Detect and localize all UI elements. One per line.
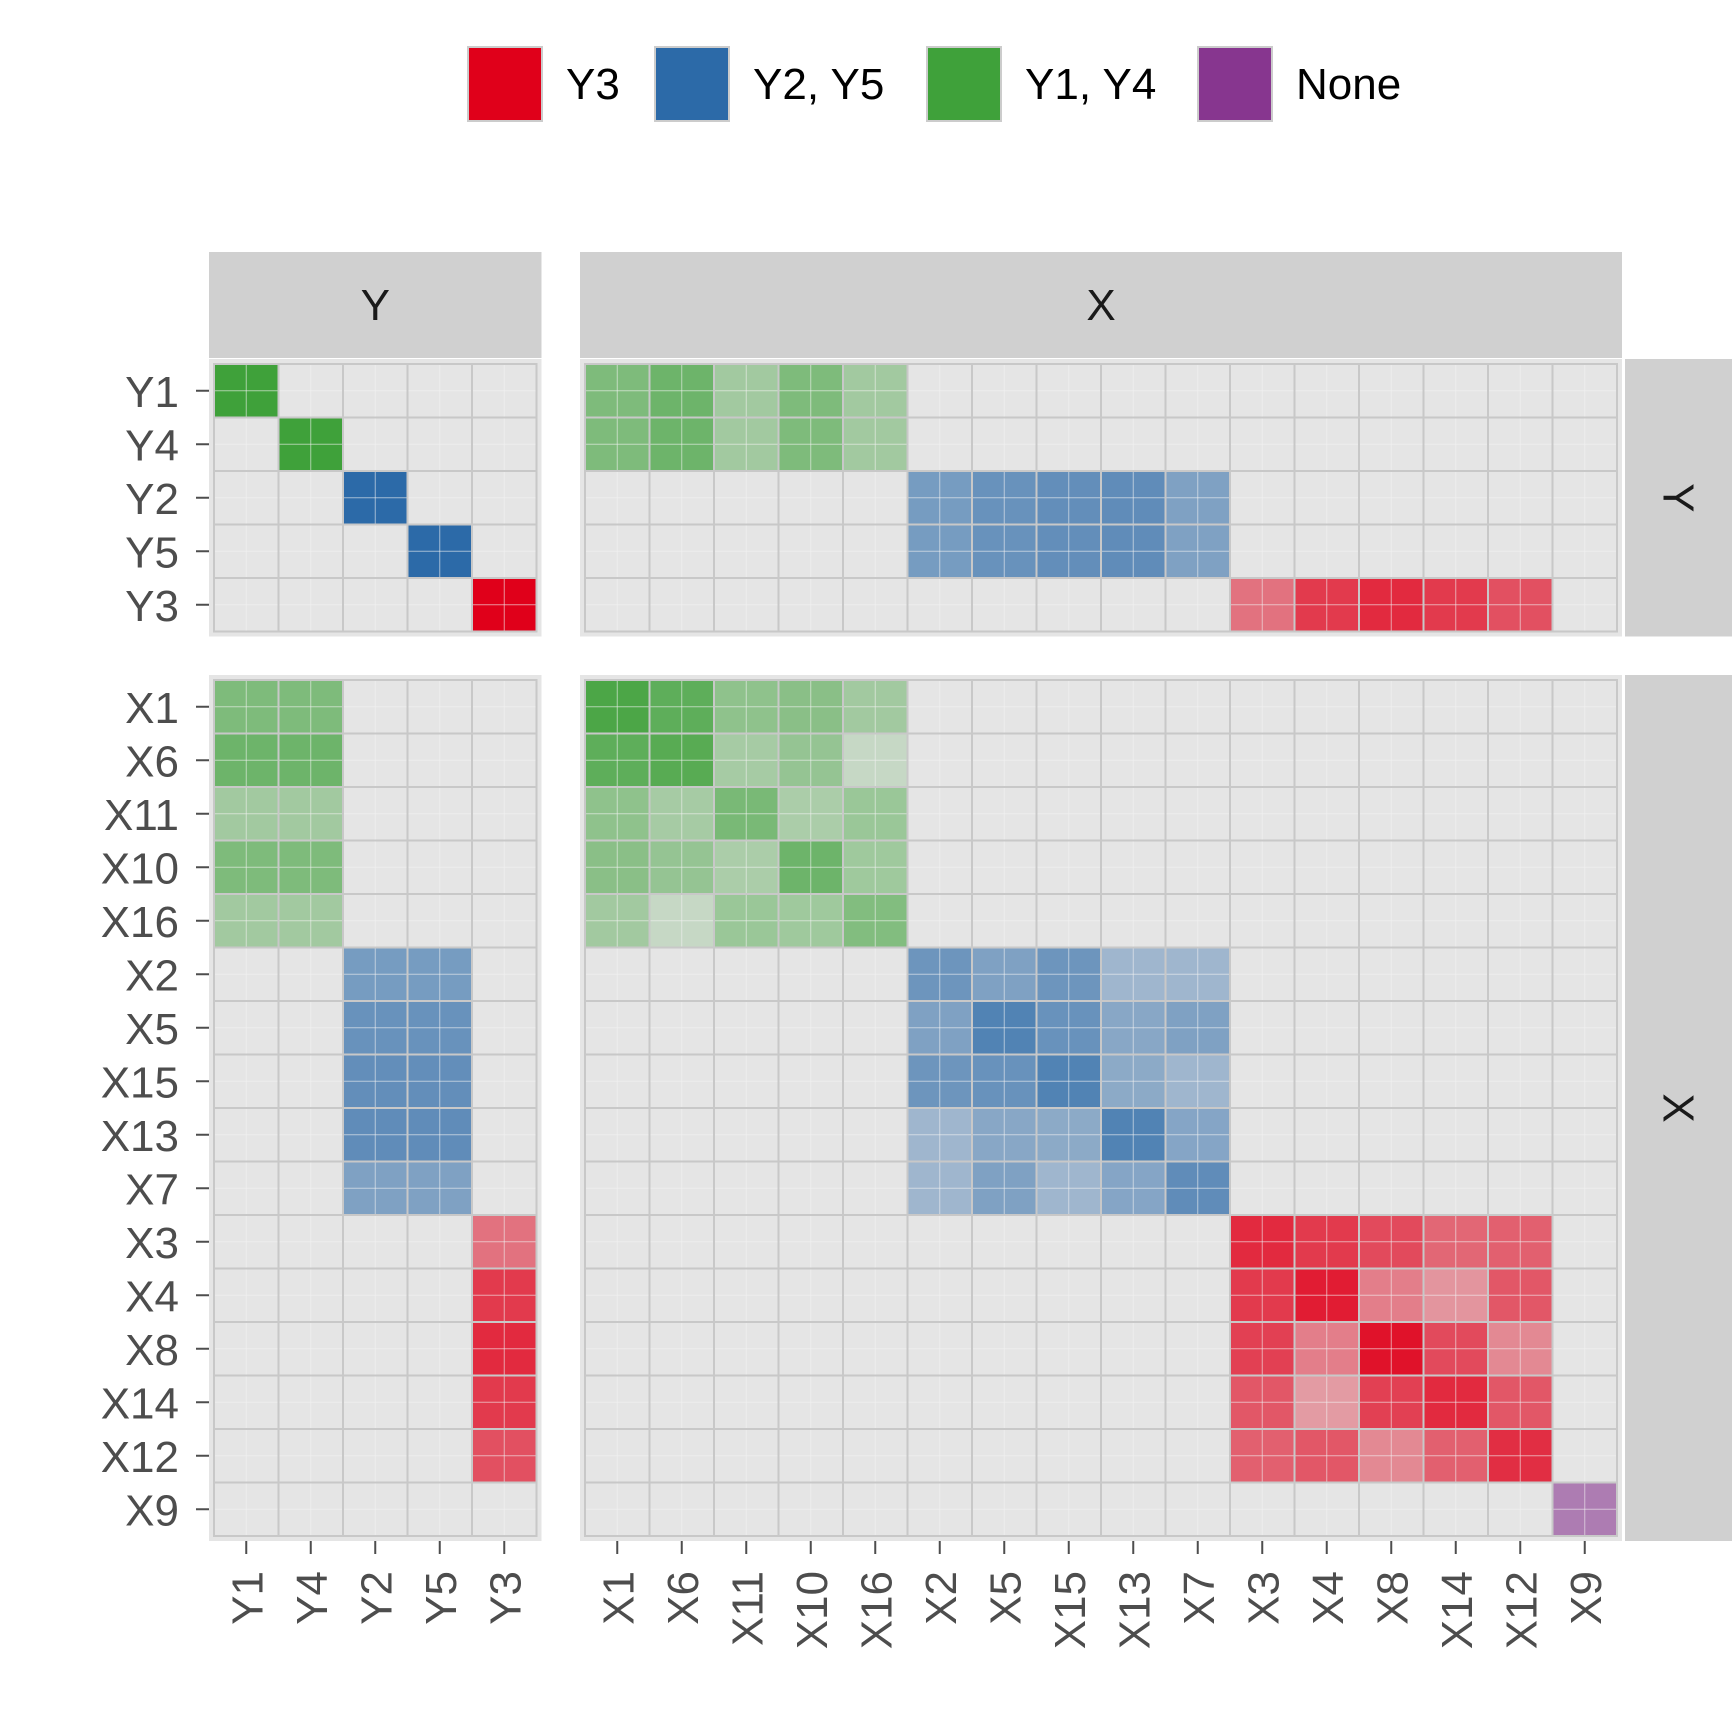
y-tick-label-y4: Y4 <box>125 421 179 470</box>
x-tick-label-x12: X12 <box>1497 1571 1546 1649</box>
heatmap-panels <box>209 359 1622 1541</box>
legend-key-y1-y4 <box>926 46 1002 122</box>
x-tick-label-x13: X13 <box>1110 1571 1159 1649</box>
x-tick-label-x14: X14 <box>1433 1571 1482 1649</box>
axes: Y1Y4Y2Y5Y3X1X6X11X10X16X2X5X15X13X7X3X4X… <box>101 368 1611 1650</box>
row-strip-label-x: X <box>1654 1093 1703 1122</box>
x-tick-label-x5: X5 <box>981 1571 1030 1625</box>
y-tick-label-x12: X12 <box>101 1433 179 1482</box>
cell-border <box>471 1481 538 1537</box>
x-tick-label-x1: X1 <box>594 1571 643 1625</box>
y-tick-label-x5: X5 <box>125 1005 179 1054</box>
legend-label-y3: Y3 <box>566 60 620 109</box>
panel-x-x <box>580 675 1622 1541</box>
panel-y-x <box>580 359 1622 637</box>
y-tick-label-y1: Y1 <box>125 368 179 417</box>
y-tick-label-y2: Y2 <box>125 475 179 524</box>
legend-label-y1-y4: Y1, Y4 <box>1025 60 1156 109</box>
row-strip-label-y: Y <box>1654 483 1703 512</box>
x-tick-label-y3: Y3 <box>481 1571 530 1625</box>
facet-strips: Y X Y X <box>209 252 1732 1541</box>
x-tick-label-y2: Y2 <box>352 1571 401 1625</box>
x-tick-label-x15: X15 <box>1046 1571 1095 1649</box>
row-strip-x <box>1625 675 1732 1541</box>
x-tick-label-y1: Y1 <box>223 1571 272 1625</box>
cell-border <box>1551 1481 1618 1537</box>
y-tick-label-x7: X7 <box>125 1165 179 1214</box>
y-tick-label-y5: Y5 <box>125 528 179 577</box>
x-tick-label-x9: X9 <box>1562 1571 1611 1625</box>
legend-label-none: None <box>1296 60 1401 109</box>
x-tick-label-y4: Y4 <box>288 1571 337 1625</box>
x-tick-label-x8: X8 <box>1368 1571 1417 1625</box>
x-tick-label-x6: X6 <box>659 1571 708 1625</box>
legend: Y3 Y2, Y5 Y1, Y4 None <box>467 46 1401 122</box>
x-tick-label-x10: X10 <box>788 1571 837 1649</box>
x-tick-label-x7: X7 <box>1175 1571 1224 1625</box>
legend-key-y2-y5 <box>654 46 730 122</box>
y-tick-label-x10: X10 <box>101 844 179 893</box>
cell-border <box>471 577 538 633</box>
x-tick-label-x4: X4 <box>1304 1571 1353 1625</box>
y-tick-label-x4: X4 <box>125 1272 179 1321</box>
x-tick-label-x3: X3 <box>1239 1571 1288 1625</box>
legend-label-y2-y5: Y2, Y5 <box>753 60 884 109</box>
x-tick-label-x16: X16 <box>852 1571 901 1649</box>
column-strip-y <box>209 252 542 358</box>
y-tick-label-x15: X15 <box>101 1058 179 1107</box>
y-tick-label-x1: X1 <box>125 684 179 733</box>
y-tick-label-x11: X11 <box>104 791 179 840</box>
y-tick-label-x14: X14 <box>101 1379 179 1428</box>
y-tick-label-x8: X8 <box>125 1326 179 1375</box>
legend-key-none <box>1197 46 1273 122</box>
cell-border <box>1551 577 1618 633</box>
legend-key-y3 <box>467 46 543 122</box>
panel-x-y <box>209 675 542 1541</box>
y-tick-label-x3: X3 <box>125 1219 179 1268</box>
x-tick-label-y5: Y5 <box>417 1571 466 1625</box>
y-tick-label-x13: X13 <box>101 1112 179 1161</box>
column-strip-label-x: X <box>1086 281 1115 330</box>
row-strip-y <box>1625 359 1732 637</box>
y-tick-label-x6: X6 <box>125 737 179 786</box>
panel-y-y <box>209 359 542 637</box>
y-tick-label-x16: X16 <box>101 898 179 947</box>
y-tick-label-y3: Y3 <box>125 582 179 631</box>
x-tick-label-x2: X2 <box>917 1571 966 1625</box>
x-tick-label-x11: X11 <box>723 1571 772 1646</box>
column-strip-x <box>580 252 1622 358</box>
column-strip-label-y: Y <box>361 281 390 330</box>
y-tick-label-x9: X9 <box>125 1486 179 1535</box>
y-tick-label-x2: X2 <box>125 951 179 1000</box>
